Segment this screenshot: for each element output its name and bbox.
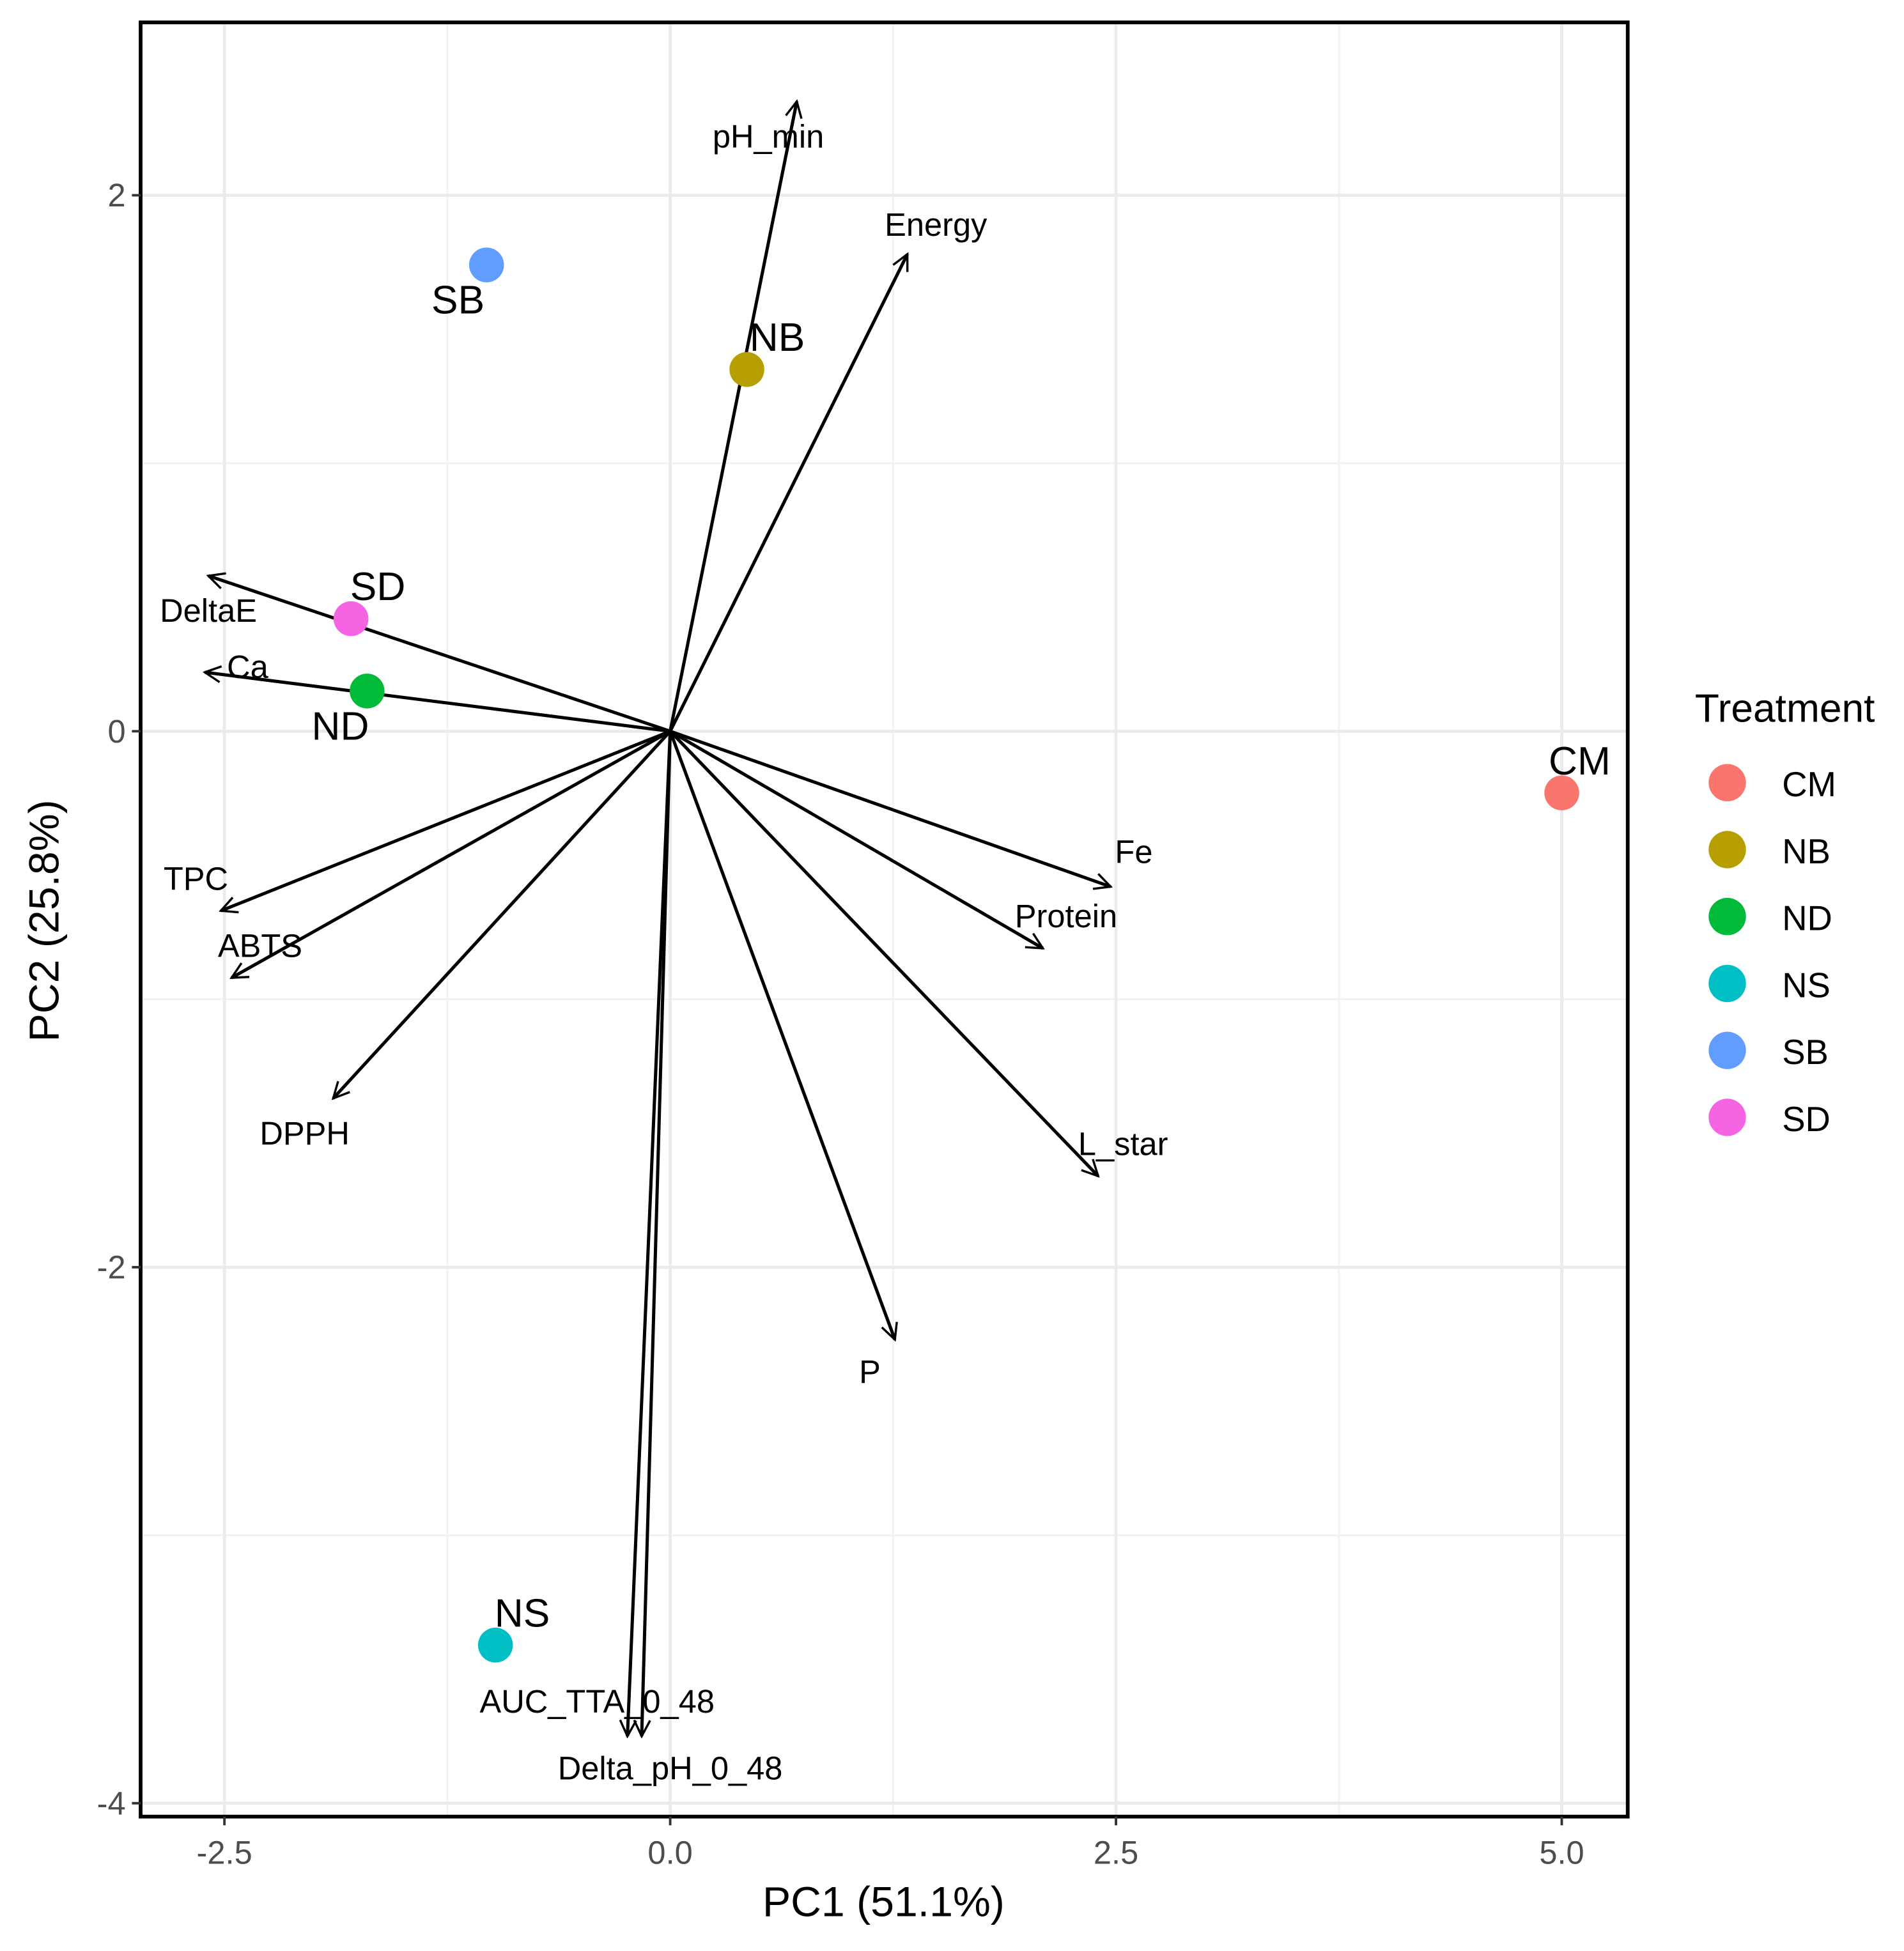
loading-arrow-ph-min <box>669 102 797 732</box>
loading-label: L_star <box>1078 1126 1168 1162</box>
loading-arrow-energy <box>669 254 909 732</box>
score-point-nb <box>729 351 764 387</box>
x-tick-label: 0.0 <box>647 1835 692 1871</box>
legend-label: NB <box>1782 832 1830 871</box>
score-point-cm <box>1544 775 1579 810</box>
loading-arrow-dpph <box>333 730 672 1099</box>
loading-label: DeltaE <box>160 592 257 629</box>
legend-key-sb <box>1708 1031 1746 1069</box>
loading-arrow-deltae <box>208 576 671 733</box>
loading-label: DPPH <box>259 1115 350 1152</box>
loading-label: TPC <box>164 860 228 897</box>
legend-label: SB <box>1782 1033 1829 1072</box>
loading-arrow-protein <box>669 730 1043 950</box>
loading-label: pH_min <box>713 118 824 155</box>
y-tick-label: 2 <box>107 177 125 213</box>
y-tick-label: -4 <box>97 1785 126 1821</box>
legend-label: ND <box>1782 899 1832 938</box>
score-point-label: CM <box>1549 739 1611 783</box>
x-axis-title: PC1 (51.1%) <box>762 1878 1005 1925</box>
loading-label: Ca <box>227 649 269 685</box>
legend-key-nd <box>1708 898 1746 936</box>
score-point-sb <box>468 247 504 282</box>
legend: Treatment CM NB ND NS SB SD <box>1695 686 1875 1139</box>
loading-label: Energy <box>885 206 987 243</box>
legend-title: Treatment <box>1695 686 1875 730</box>
loading-arrow-delta-ph-0-48 <box>642 731 672 1736</box>
loading-label: P <box>859 1353 881 1390</box>
legend-label: SD <box>1782 1100 1830 1139</box>
score-point-label: ND <box>311 704 369 748</box>
y-tick-label: -2 <box>97 1249 126 1286</box>
legend-key-cm <box>1708 764 1746 801</box>
loading-label: Delta_pH_0_48 <box>558 1750 783 1787</box>
x-tick-label: 2.5 <box>1094 1835 1138 1871</box>
loading-label: Fe <box>1115 834 1152 870</box>
legend-key-sd <box>1708 1099 1746 1136</box>
loading-label: Protein <box>1015 898 1117 934</box>
loading-arrow-p <box>669 730 895 1339</box>
loading-arrow-abts <box>231 730 671 980</box>
loading-arrow-l-star <box>669 730 1099 1176</box>
loading-arrow-tpc <box>221 729 671 911</box>
score-point-ns <box>477 1628 513 1663</box>
loading-label: ABTS <box>218 927 302 964</box>
x-tick-label: -2.5 <box>197 1835 252 1871</box>
score-point-label: NB <box>750 316 805 360</box>
legend-label: NS <box>1782 966 1830 1005</box>
x-tick-label: 5.0 <box>1539 1835 1584 1871</box>
loading-arrow-auc-tta-0-48 <box>628 731 672 1736</box>
grid-lines <box>141 22 1628 1817</box>
loading-arrows: pH_min Energy DeltaE Ca TPC ABTS DPPH Fe Protein… <box>160 102 1168 1787</box>
loading-arrow-ca <box>205 672 670 733</box>
axes: -2.5 0.0 2.5 5.0 -4 -2 0 2 <box>97 177 1584 1871</box>
score-points: CM NB ND NS SB SD <box>311 247 1611 1663</box>
score-point-nd <box>350 674 385 709</box>
legend-key-nb <box>1708 831 1746 868</box>
score-point-sd <box>333 601 369 636</box>
loading-arrow-fe <box>669 729 1111 886</box>
y-axis-title: PC2 (25.8%) <box>21 799 68 1042</box>
legend-label: CM <box>1782 765 1836 804</box>
legend-key-ns <box>1708 964 1746 1003</box>
score-point-label: SD <box>350 565 406 609</box>
score-point-label: SB <box>431 279 484 323</box>
loading-label: AUC_TTA_0_48 <box>479 1683 715 1720</box>
y-tick-label: 0 <box>107 713 125 750</box>
plot-panel-border <box>139 20 1630 1819</box>
score-point-label: NS <box>495 1591 550 1635</box>
